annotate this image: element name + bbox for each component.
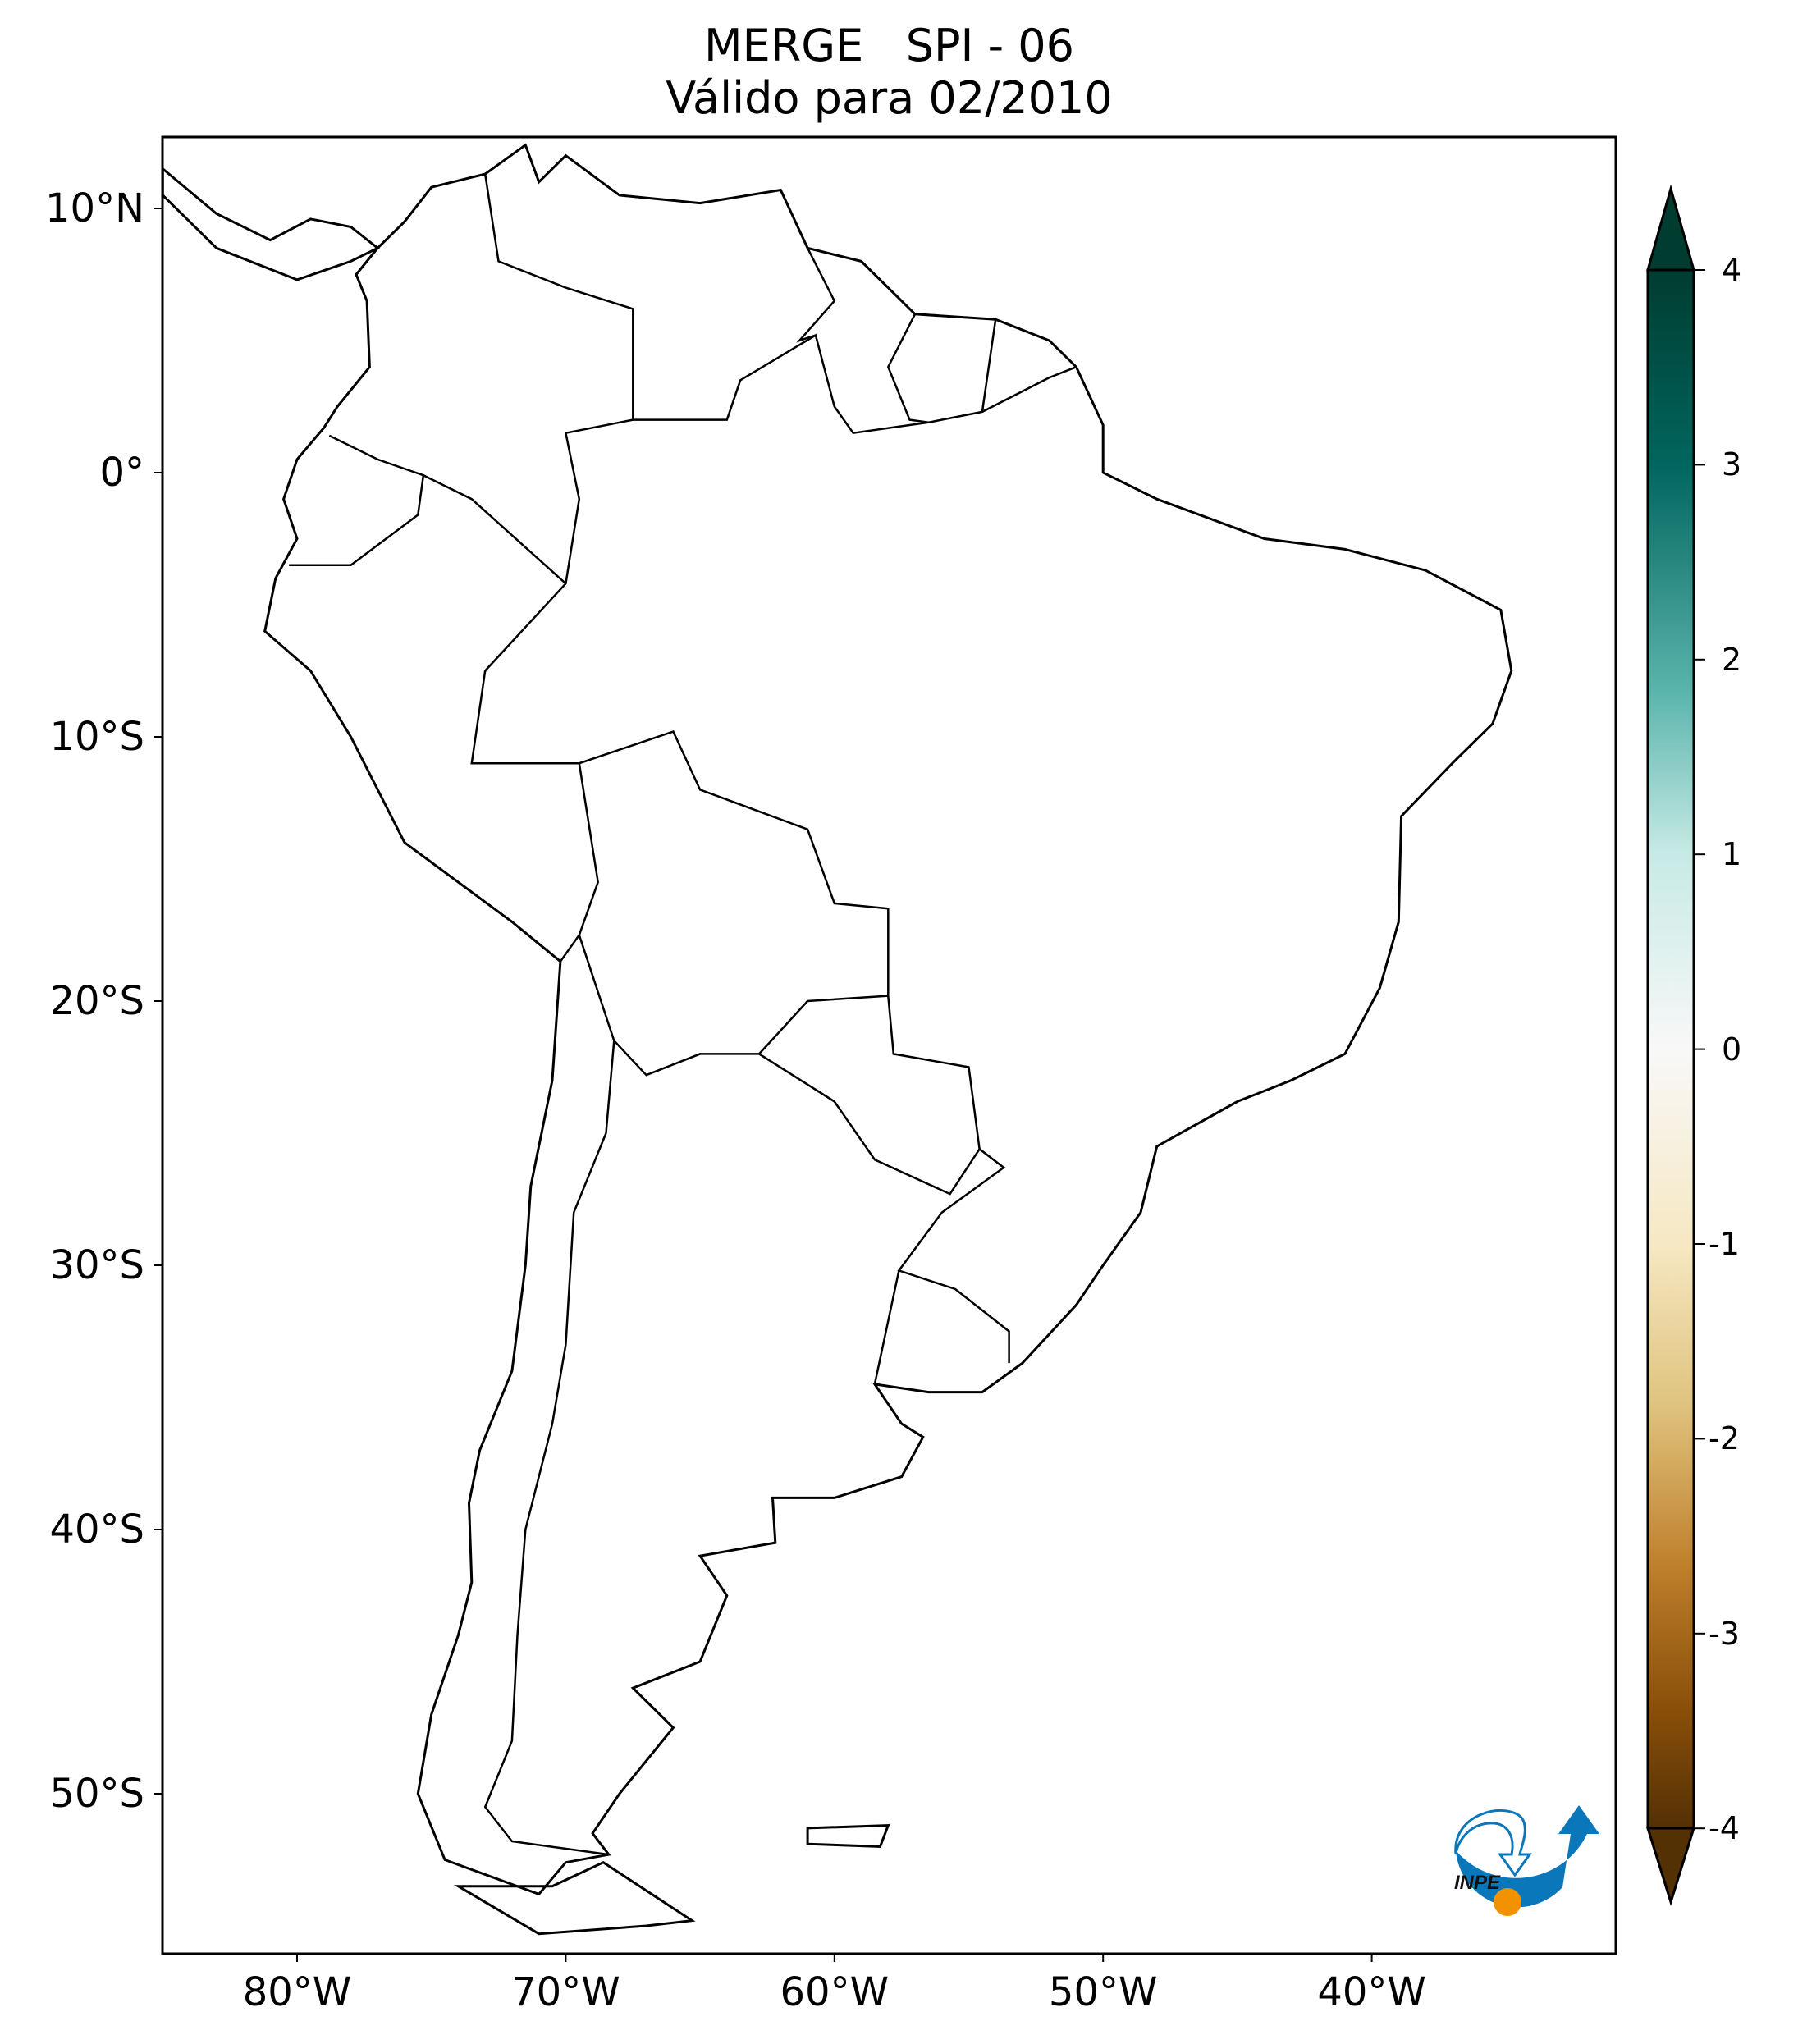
coastline-tdf <box>453 1860 696 1936</box>
map-title: MERGE SPI - 06 <box>704 20 1074 71</box>
spi-anomaly-region <box>566 1159 727 1476</box>
colorbar-tick-label: 1 <box>1722 836 1742 873</box>
spi-anomaly-region <box>324 578 485 790</box>
border-line <box>470 173 1010 1364</box>
map-subtitle: Válido para 02/2010 <box>666 72 1113 124</box>
coastlines <box>162 143 1513 1936</box>
lon-tick-label: 70°W <box>511 1969 620 2015</box>
lat-tick-label: 0° <box>99 450 144 496</box>
colorbar-tick-label: 3 <box>1722 446 1742 483</box>
spi-anomaly-region <box>942 949 1157 1107</box>
colorbar-tick-label: -3 <box>1709 1615 1740 1652</box>
spi-anomaly-region <box>807 473 1076 631</box>
lat-tick-label: 30°S <box>49 1242 144 1288</box>
border-line <box>886 313 929 424</box>
colorbar-tick-label: 0 <box>1722 1031 1742 1068</box>
colorbar-extend-max <box>1646 184 1695 272</box>
spi-anomaly-region <box>445 1741 579 1847</box>
border-line <box>559 763 599 963</box>
lon-tick-label: 80°W <box>242 1969 352 2015</box>
spi-anomaly-region <box>1103 763 1264 921</box>
colorbar-extend-min <box>1645 1827 1696 1907</box>
border-line <box>758 1053 981 1196</box>
colorbar-tick-label: -4 <box>1709 1810 1740 1847</box>
lat-tick-label: 50°S <box>49 1771 144 1817</box>
spi-anomaly-region <box>754 1186 1023 1397</box>
border-line <box>423 474 567 585</box>
spi-anomaly-region <box>888 1265 1049 1371</box>
map-frame <box>161 135 1617 1955</box>
lat-tick-label: 10°N <box>45 185 144 231</box>
colorbar-tick-label: -1 <box>1709 1226 1740 1262</box>
colorbar-tick-label: -2 <box>1709 1420 1740 1457</box>
border-line <box>483 1040 615 1856</box>
spi-anomaly-region <box>377 261 592 473</box>
lat-tick-label: 20°S <box>49 978 144 1024</box>
spi-anomaly-region <box>324 156 807 473</box>
spi-anomaly-region <box>552 1424 687 1530</box>
inpe-logo: INPE <box>1454 1805 1599 1916</box>
axis-ticks <box>154 208 1373 1962</box>
border-line <box>633 333 1077 435</box>
colorbar-tick-label: 4 <box>1722 252 1742 288</box>
lat-tick-label: 10°S <box>49 714 144 760</box>
colorbar-tick-label: 2 <box>1722 641 1742 678</box>
spi-anomaly-region <box>1023 1040 1183 1173</box>
spi-anomaly-region <box>647 578 862 684</box>
lon-tick-label: 50°W <box>1048 1969 1158 2015</box>
inpe-logo-text: INPE <box>1454 1872 1501 1894</box>
lon-tick-label: 40°W <box>1317 1969 1426 2015</box>
border-line <box>981 319 997 413</box>
border-line <box>796 247 836 343</box>
spi-anomaly-region <box>620 446 941 658</box>
spi-anomaly-region <box>566 261 835 419</box>
spi-field <box>162 137 1616 1954</box>
spi-anomaly-region <box>700 843 861 1001</box>
coastline-panama <box>162 167 380 281</box>
spi-anomaly-region <box>727 1318 888 1424</box>
border-line <box>873 1270 900 1385</box>
colorbar-bar <box>1646 268 1695 1830</box>
lon-tick-label: 60°W <box>780 1969 890 2015</box>
spi-anomaly-region <box>1265 631 1425 843</box>
spi-anomaly-region <box>754 711 1076 922</box>
coastline-continent <box>263 143 1513 1896</box>
spi-anomaly-region <box>512 1530 673 1794</box>
lat-tick-label: 40°S <box>49 1507 144 1552</box>
coastline-falklands <box>806 1824 890 1848</box>
border-line <box>289 434 425 566</box>
border-line <box>578 935 889 1077</box>
colorbar <box>1645 184 1705 1907</box>
country-borders <box>289 173 1077 1856</box>
